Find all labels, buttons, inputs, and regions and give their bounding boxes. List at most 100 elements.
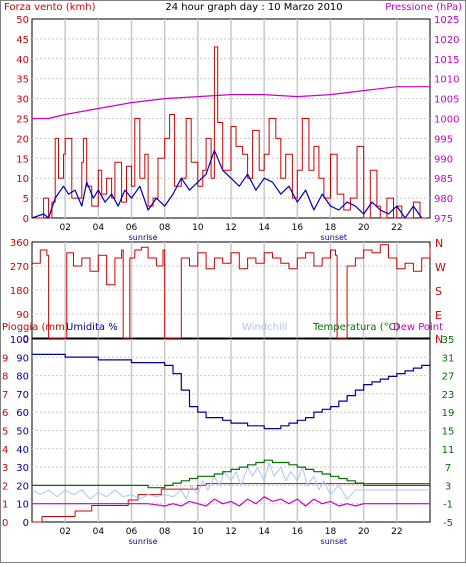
rain-y-tick-0: 0 [2,518,8,529]
wind-x-tick-16: 16 [292,223,304,233]
wind-x-tick-12: 12 [225,223,236,233]
windchill-axis-label: Windchill [242,322,287,333]
temperature-y-tick-11: 11 [442,445,455,456]
rain-y-tick-7: 7 [2,390,8,401]
wind-x-tick-08: 08 [159,223,171,233]
humidity-x-tick-12: 12 [225,527,236,537]
gust-series [32,46,427,219]
pressure-y-tick-980: 980 [434,194,453,205]
rain-axis-label: Pioggia (mm) [2,322,69,333]
humidity-x-tick-02: 02 [59,527,70,537]
humidity-x-tick-22: 22 [391,527,402,537]
wind-y-tick-35: 35 [16,75,29,86]
humidity-y-tick-20: 20 [16,481,29,492]
humidity-x-tick-06: 06 [126,527,138,537]
humidity-y-tick-0: 0 [23,518,29,529]
rain-y-tick-3: 3 [2,463,8,474]
humidity-y-tick-10: 10 [16,500,29,511]
wind-x-tick-04: 04 [93,223,105,233]
rain-y-tick-4: 4 [2,445,8,456]
temperature-y-tick--5: -5 [443,518,453,529]
direction-y-tick-360: 360 [10,238,29,249]
pressure-y-tick-985: 985 [434,174,453,185]
sunset-label-top: sunset [321,233,348,242]
wind-x-tick-20: 20 [358,223,370,233]
direction-compass-0: N [435,237,443,250]
wind-direction-series [32,244,431,339]
pressure-y-tick-995: 995 [434,134,453,145]
pressure-axis-label: Pressione (hPa) [385,2,462,13]
wind-y-tick-20: 20 [16,134,29,145]
sunrise-label-bottom: sunrise [129,537,158,546]
chart-title: 24 hour graph day : 10 Marzo 2010 [165,2,342,13]
wind-y-tick-40: 40 [16,55,29,66]
direction-compass-2: S [435,285,442,298]
pressure-y-tick-1010: 1010 [434,75,459,86]
dewpoint-series [32,496,430,507]
direction-compass-4: N [435,333,443,346]
temperature-y-tick-15: 15 [442,427,455,438]
temperature-axis-label: Temperatura (°C) [312,322,400,333]
wind-y-tick-15: 15 [16,154,29,165]
direction-compass-1: W [435,261,446,274]
humidity-y-tick-90: 90 [16,353,29,364]
wind-y-tick-45: 45 [16,35,29,46]
pressure-y-tick-1005: 1005 [434,95,459,106]
rain-y-tick-9: 9 [2,353,8,364]
sunset-label-bottom: sunset [321,537,348,546]
avgwind-series [31,149,423,219]
pressure-y-tick-1020: 1020 [434,35,459,46]
wind-x-tick-02: 02 [59,223,70,233]
rain-y-tick-2: 2 [2,481,8,492]
rain-y-tick-6: 6 [2,408,8,419]
humidity-y-tick-80: 80 [16,372,29,383]
humidity-y-tick-40: 40 [16,445,29,456]
temperature-y-tick-23: 23 [442,390,455,401]
humidity-x-tick-16: 16 [292,527,304,537]
wind-y-tick-0: 0 [23,214,29,225]
direction-y-tick-90: 90 [16,310,29,321]
humidity-x-tick-10: 10 [192,527,204,537]
temperature-y-tick-27: 27 [442,372,455,383]
wind-x-tick-18: 18 [325,223,337,233]
pressure-y-tick-990: 990 [434,154,453,165]
wind-y-tick-5: 5 [23,194,29,205]
direction-y-tick-0: 0 [23,334,29,345]
humidity-y-tick-60: 60 [16,408,29,419]
wind-x-tick-10: 10 [192,223,204,233]
wind-x-tick-14: 14 [258,223,270,233]
humidity-x-tick-04: 04 [93,527,105,537]
humidity-x-tick-08: 08 [159,527,171,537]
pressure-y-tick-1015: 1015 [434,55,459,66]
rain-y-tick-1: 1 [2,500,8,511]
direction-y-tick-180: 180 [10,286,29,297]
humidity-x-tick-14: 14 [258,527,270,537]
wind-y-tick-10: 10 [16,174,29,185]
wind-x-tick-06: 06 [126,223,138,233]
temperature-y-tick-3: 3 [445,481,451,492]
wind-x-tick-22: 22 [391,223,402,233]
humidity-y-tick-100: 100 [10,335,29,346]
temperature-series [32,459,430,489]
temperature-y-tick--1: -1 [443,500,453,511]
humidity-y-tick-30: 30 [16,463,29,474]
windchill-series [31,462,430,500]
wind-y-tick-50: 50 [16,15,29,26]
pressure-y-tick-1025: 1025 [434,15,459,26]
dewpoint-axis-label: Dew Point [393,322,443,333]
direction-y-tick-270: 270 [10,262,29,273]
wind-y-tick-30: 30 [16,95,29,106]
rain-series [32,483,430,523]
pressure-y-tick-975: 975 [434,214,453,225]
humidity-axis-label: Umidita % [66,322,118,333]
temperature-y-tick-31: 31 [442,353,455,364]
humidity-y-tick-70: 70 [16,390,29,401]
wind-y-tick-25: 25 [16,115,29,126]
humidity-x-tick-18: 18 [325,527,337,537]
humidity-series [32,353,431,430]
temperature-y-tick-19: 19 [442,408,455,419]
wind-axis-label: Forza vento (kmh) [4,2,96,13]
pressure-y-tick-1000: 1000 [434,115,459,126]
